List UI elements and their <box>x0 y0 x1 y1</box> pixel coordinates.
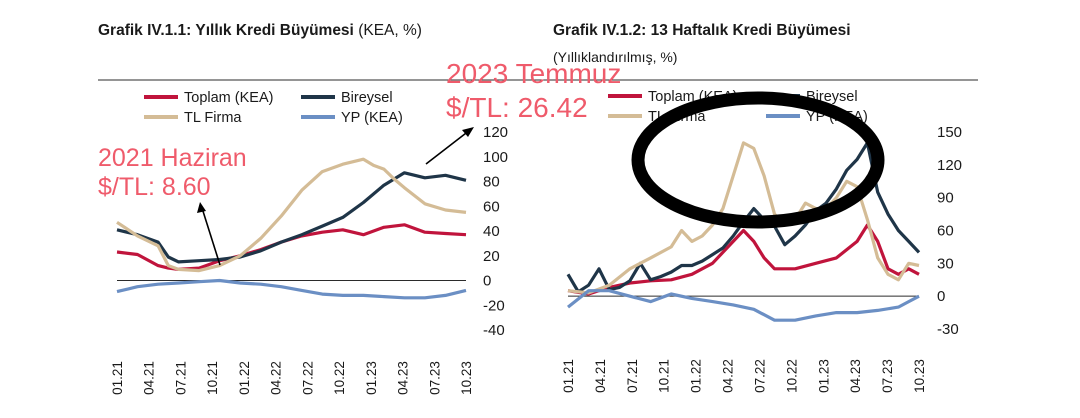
x-tick-label: 07.21 <box>625 359 640 393</box>
x-tick-label: 07.21 <box>173 361 188 395</box>
series-line-toplam-kea <box>116 223 467 271</box>
y-tick-label: 80 <box>483 174 500 191</box>
y-tick-label: 0 <box>483 273 491 290</box>
annotation-left-line1: 2021 Haziran <box>98 144 247 172</box>
chart2-title-bold: Grafik IV.1.2: 13 Haftalık Kredi Büyümes… <box>553 22 851 39</box>
chart2-title: Grafik IV.1.2: 13 Haftalık Kredi Büyümes… <box>553 22 851 40</box>
y-tick-label: 120 <box>483 124 508 141</box>
y-tick-label: 60 <box>937 223 954 240</box>
x-tick-label: 01.22 <box>689 359 704 393</box>
y-tick-label: -40 <box>483 322 505 339</box>
y-tick-label: 120 <box>937 157 962 174</box>
series-line-yp-kea <box>567 289 920 322</box>
y-tick-label: 150 <box>937 124 962 141</box>
x-tick-label: 04.23 <box>848 359 863 393</box>
series-line-toplam-kea <box>567 223 920 296</box>
y-tick-label: -30 <box>937 321 959 338</box>
y-tick-label: 90 <box>937 190 954 207</box>
annotation-right-line2: $/TL: 26.42 <box>446 92 588 124</box>
x-tick-label: 07.23 <box>880 359 895 393</box>
y-tick-label: 60 <box>483 198 500 215</box>
chart1-title-bold: Grafik IV.1.1: Yıllık Kredi Büyümesi <box>98 22 354 39</box>
x-tick-label: 10.21 <box>205 361 220 395</box>
annotation-right: 2023 Temmuz $/TL: 26.42 <box>446 58 621 124</box>
x-tick-label: 07.22 <box>752 359 767 393</box>
chart2-group: -30 0 30 60 90 120 150 01.21 04.21 07.21 10.21 01.2… <box>561 89 962 393</box>
legend-label: YP (KEA) <box>341 110 403 126</box>
x-tick-label: 07.23 <box>427 361 442 395</box>
x-tick-label: 04.21 <box>593 359 608 393</box>
legend-label: TL Firma <box>184 110 242 126</box>
legend-label: Bireysel <box>341 90 393 106</box>
x-tick-label: 01.22 <box>237 361 252 395</box>
x-tick-label: 10.22 <box>784 359 799 393</box>
annotation-arrow-left <box>201 207 221 266</box>
x-tick-label: 04.21 <box>142 361 157 395</box>
y-tick-label: 20 <box>483 248 500 265</box>
chart1-title-unit: (KEA, %) <box>358 22 422 39</box>
x-tick-label: 10.23 <box>459 361 474 395</box>
x-tick-label: 10.23 <box>912 359 927 393</box>
annotation-left-line2: $/TL: 8.60 <box>98 172 211 201</box>
series-line-yp-kea <box>116 278 467 300</box>
x-tick-label: 01.21 <box>110 361 125 395</box>
series-line-tl-firma <box>567 141 920 295</box>
y-tick-label: 100 <box>483 149 508 166</box>
annotation-right-line1: 2023 Temmuz <box>446 58 622 89</box>
y-tick-label: -20 <box>483 297 505 314</box>
annotation-left: 2021 Haziran $/TL: 8.60 <box>98 144 247 202</box>
x-tick-label: 10.21 <box>657 359 672 393</box>
y-tick-label: 40 <box>483 223 500 240</box>
y-tick-label: 30 <box>937 255 954 272</box>
x-tick-label: 10.22 <box>332 361 347 395</box>
x-tick-label: 01.23 <box>364 361 379 395</box>
x-tick-label: 04.23 <box>396 361 411 395</box>
chart1-title: Grafik IV.1.1: Yıllık Kredi Büyümesi (KE… <box>98 22 422 40</box>
x-tick-label: 01.23 <box>816 359 831 393</box>
chart2-subtitle: (Yıllıklandırılmış, %) <box>553 49 678 65</box>
chart1-group: -40 -20 0 20 40 60 80 100 120 01.21 04.21 07.21 10.2… <box>110 90 508 395</box>
legend-label: Toplam (KEA) <box>184 90 273 106</box>
annotation-arrowhead-right <box>462 127 474 137</box>
x-tick-label: 04.22 <box>721 359 736 393</box>
series-line-bireysel <box>116 171 467 264</box>
highlight-ellipse <box>631 91 885 229</box>
x-tick-label: 07.22 <box>300 361 315 395</box>
overlay-group <box>197 91 885 266</box>
annotation-arrow-right <box>425 129 471 165</box>
y-tick-label: 0 <box>937 288 945 305</box>
x-tick-label: 04.22 <box>269 361 284 395</box>
annotation-arrowhead-left <box>197 202 206 213</box>
x-tick-label: 01.21 <box>561 359 576 393</box>
series-line-tl-firma <box>116 157 467 273</box>
